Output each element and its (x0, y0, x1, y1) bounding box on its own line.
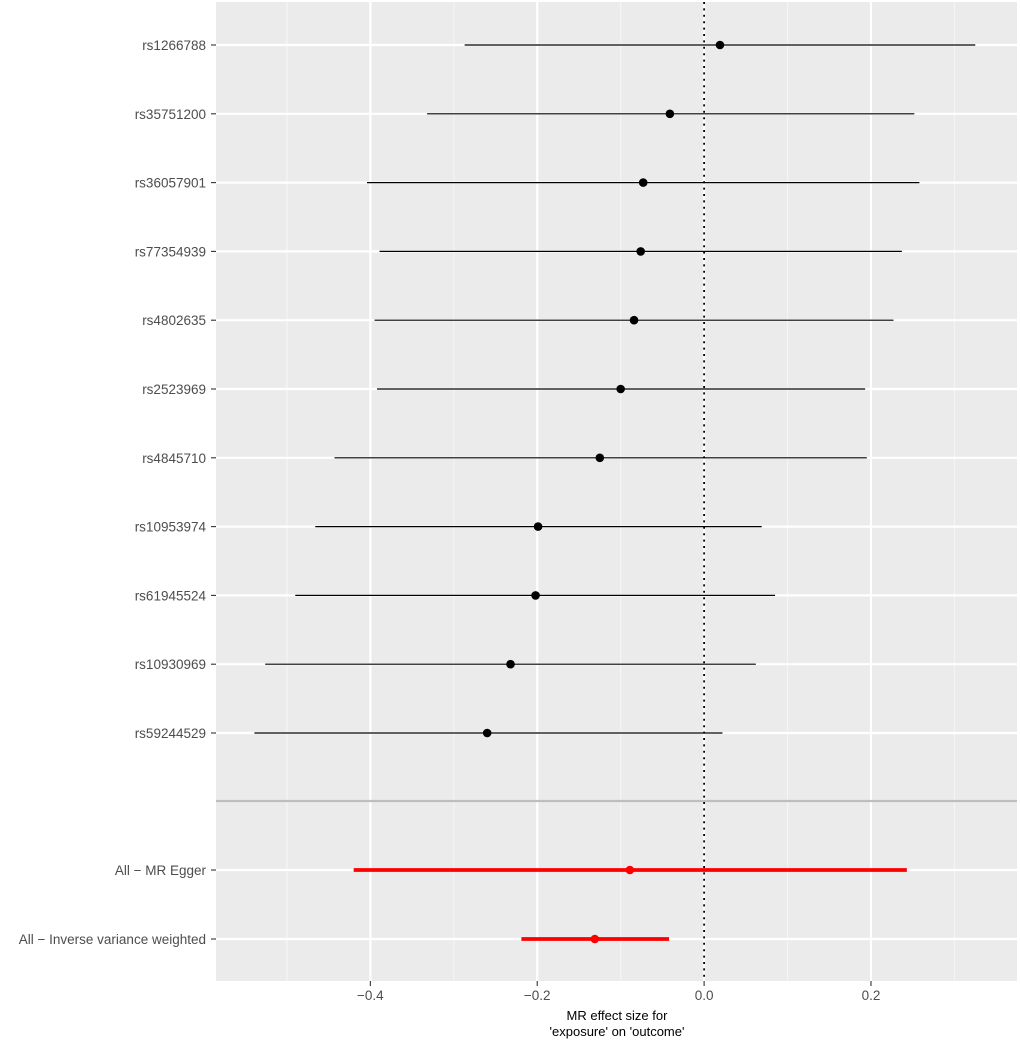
y-tick-label: rs77354939 (135, 244, 206, 259)
x-tick-label: −0.4 (357, 988, 384, 1003)
y-tick-label: rs59244529 (135, 726, 206, 741)
panel-background (216, 2, 1017, 981)
y-tick-label: rs61945524 (135, 588, 207, 603)
y-tick-label: rs4802635 (142, 313, 206, 328)
snp-point (531, 591, 540, 600)
y-tick-label: rs10953974 (135, 520, 207, 535)
y-axis: rs1266788 rs35751200 rs36057901 rs77354939 r… (19, 38, 216, 947)
snp-point (482, 728, 492, 738)
y-tick-label: rs1266788 (142, 38, 206, 53)
snp-point (629, 315, 639, 325)
snp-point (533, 522, 543, 531)
x-axis-label-line1: MR effect size for (567, 1008, 669, 1023)
data-marks (254, 2, 976, 981)
y-tick-label: All − Inverse variance weighted (19, 932, 206, 947)
summary-point (625, 865, 635, 875)
y-tick-label: rs36057901 (135, 176, 206, 191)
y-tick-label: All − MR Egger (115, 863, 207, 878)
snp-point (595, 453, 605, 463)
y-tick-label: rs4845710 (142, 451, 206, 466)
x-tick-label: −0.2 (524, 988, 551, 1003)
snp-point (638, 178, 648, 187)
snp-point (636, 247, 645, 256)
x-axis-label-line2: 'exposure' on 'outcome' (550, 1024, 685, 1039)
snp-point (506, 659, 515, 669)
y-tick-label: rs2523969 (142, 382, 206, 397)
snp-point (665, 109, 675, 119)
y-tick-label: rs10930969 (135, 657, 206, 672)
plot-panel (216, 2, 1017, 981)
y-tick-label: rs35751200 (135, 107, 206, 122)
snp-point (616, 384, 625, 394)
snp-point (715, 40, 725, 50)
x-tick-label: 0.0 (695, 988, 714, 1003)
x-tick-label: 0.2 (862, 988, 881, 1003)
x-axis: −0.4 −0.2 0.0 0.2 (357, 981, 880, 1003)
summary-point (590, 934, 600, 944)
